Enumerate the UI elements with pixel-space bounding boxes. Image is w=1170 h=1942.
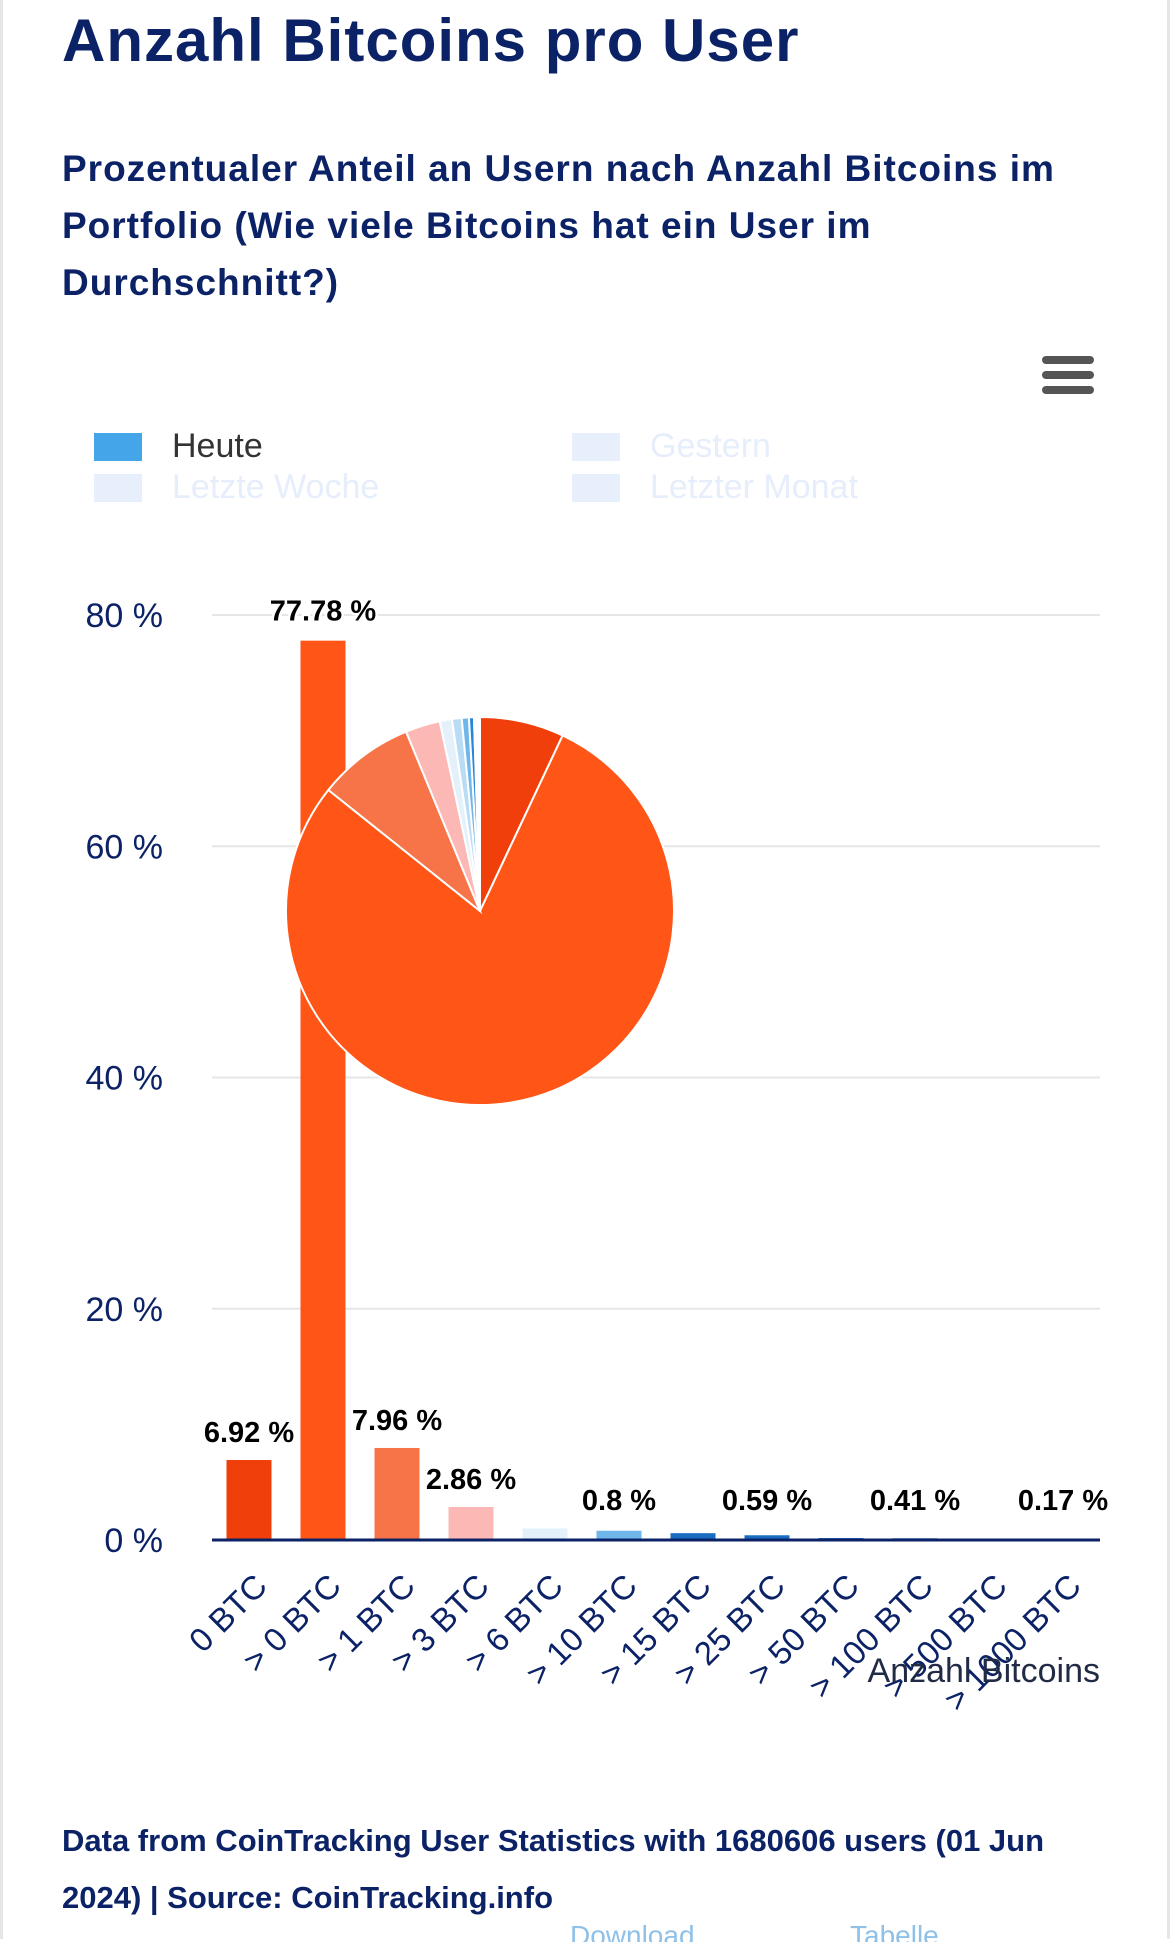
pie-slice [326,730,483,915]
chart-subtitle: Prozentualer Anteil an Usern nach Anzahl… [62,148,1055,303]
y-tick-label: 80 % [86,597,164,635]
legend-item-heute[interactable]: Heute [94,421,494,471]
pie-slice [285,734,675,1106]
legend-item-letzter-monat[interactable]: Letzter Monat [572,462,972,512]
page-title: Anzahl Bitcoins pro User [62,7,800,74]
legend-label: Letzter Monat [650,468,858,506]
legend-label: Letzte Woche [172,468,380,506]
right-frame-border [1167,0,1170,1939]
table-link[interactable]: Tabelle [850,1922,939,1942]
bar-and-pie-chart: 0 % 20 % 40 % 60 % 80 % 6.92 % 77.78 % 7.96 % 2.… [85,595,1109,1719]
legend-label: Gestern [650,427,771,465]
legend-swatch [572,474,620,502]
bottom-links: Download Tabelle [570,1922,1130,1942]
legend-swatch [572,433,620,461]
x-axis-title: Anzahl Bitcoins [868,1652,1100,1690]
legend-label: Heute [172,427,263,465]
bar [522,1528,568,1540]
y-tick-label: 0 % [104,1522,163,1560]
legend-item-letzte-woche[interactable]: Letzte Woche [94,462,494,512]
legend-swatch [94,474,142,502]
bar [670,1533,716,1540]
data-label: 0.17 % [1018,1485,1108,1517]
source-footnote: Data from CoinTracking User Statistics w… [62,1823,1045,1915]
legend-item-gestern[interactable]: Gestern [572,421,972,471]
data-label: 6.92 % [204,1417,294,1449]
pie-slice [478,715,481,912]
data-label: 77.78 % [270,596,377,628]
data-label: 0.59 % [722,1485,812,1517]
legend-swatch [94,433,142,461]
hamburger-menu-icon[interactable] [1040,352,1096,398]
bar [300,640,346,1540]
bar [448,1506,494,1540]
bar [596,1530,642,1540]
bar [744,1535,790,1540]
left-frame-border [0,0,3,1939]
y-tick-label: 60 % [86,828,164,866]
bar [374,1447,420,1540]
bar [226,1459,272,1540]
data-label: 0.8 % [582,1485,656,1517]
y-tick-label: 20 % [86,1291,164,1329]
y-tick-label: 40 % [86,1060,164,1098]
data-label: 0.41 % [870,1485,960,1517]
data-label: 7.96 % [352,1405,442,1437]
data-label: 2.86 % [426,1464,516,1496]
download-link[interactable]: Download [570,1922,695,1942]
